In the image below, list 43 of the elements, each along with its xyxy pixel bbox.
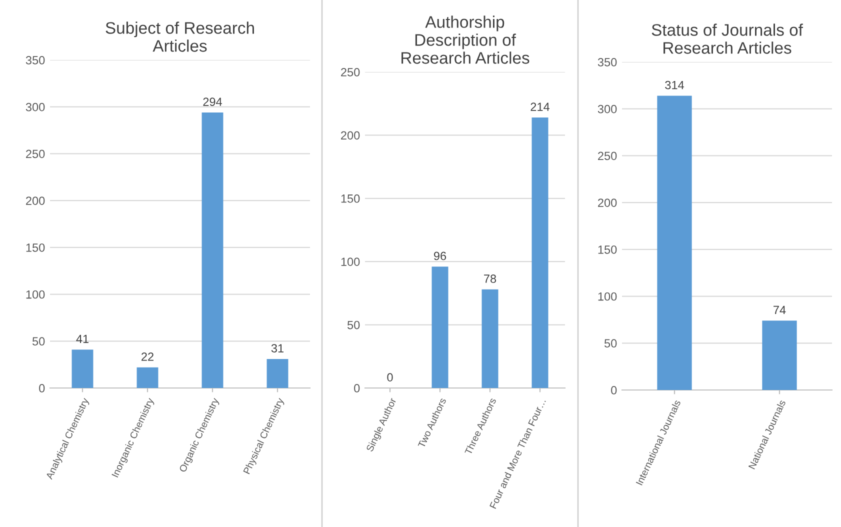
- data-label: 22: [142, 352, 154, 361]
- bar: [532, 118, 548, 388]
- data-label: 314: [665, 80, 684, 90]
- x-tick-label: Single Author: [366, 397, 398, 453]
- y-tick-label: 150: [341, 194, 360, 203]
- y-tick-label: 200: [598, 198, 617, 207]
- bar: [202, 112, 224, 388]
- y-tick-label: 250: [341, 68, 360, 76]
- data-label: 214: [530, 102, 550, 111]
- chart-title: Status of Journals of Research Articles: [652, 24, 803, 54]
- y-tick-label: 0: [39, 384, 45, 392]
- bar: [266, 358, 288, 388]
- y-tick-label: 50: [604, 339, 617, 348]
- y-tick-label: 0: [611, 386, 617, 394]
- y-tick-label: 50: [347, 320, 360, 330]
- data-label: 74: [774, 306, 786, 314]
- y-tick-label: 350: [26, 56, 45, 64]
- chart-title: Subject of Research Articles: [106, 22, 254, 52]
- y-tick-label: 100: [26, 290, 45, 299]
- y-tick-label: 300: [598, 104, 617, 114]
- data-label: 96: [434, 252, 446, 260]
- y-tick-label: 150: [26, 243, 45, 252]
- y-tick-label: 0: [354, 384, 360, 392]
- y-tick-label: 100: [598, 292, 617, 301]
- y-tick-label: 250: [26, 150, 45, 158]
- data-label: 41: [76, 334, 88, 343]
- bar: [72, 350, 94, 388]
- y-tick-label: 200: [341, 131, 360, 140]
- y-tick-label: 100: [341, 258, 360, 266]
- y-tick-label: 150: [598, 245, 617, 254]
- data-label: 31: [271, 344, 284, 352]
- bar: [136, 367, 158, 388]
- data-label: 0: [387, 373, 393, 382]
- y-tick-label: 350: [598, 58, 617, 66]
- data-label: 78: [484, 274, 496, 283]
- chart-title: Authorship Description of Research Articles: [402, 16, 530, 64]
- y-tick-label: 200: [26, 196, 45, 205]
- y-tick-label: 250: [598, 152, 617, 160]
- data-label: 294: [203, 98, 222, 106]
- bar: [432, 266, 448, 388]
- y-tick-label: 50: [32, 337, 45, 346]
- y-tick-label: 300: [26, 102, 45, 112]
- bar: [482, 289, 498, 388]
